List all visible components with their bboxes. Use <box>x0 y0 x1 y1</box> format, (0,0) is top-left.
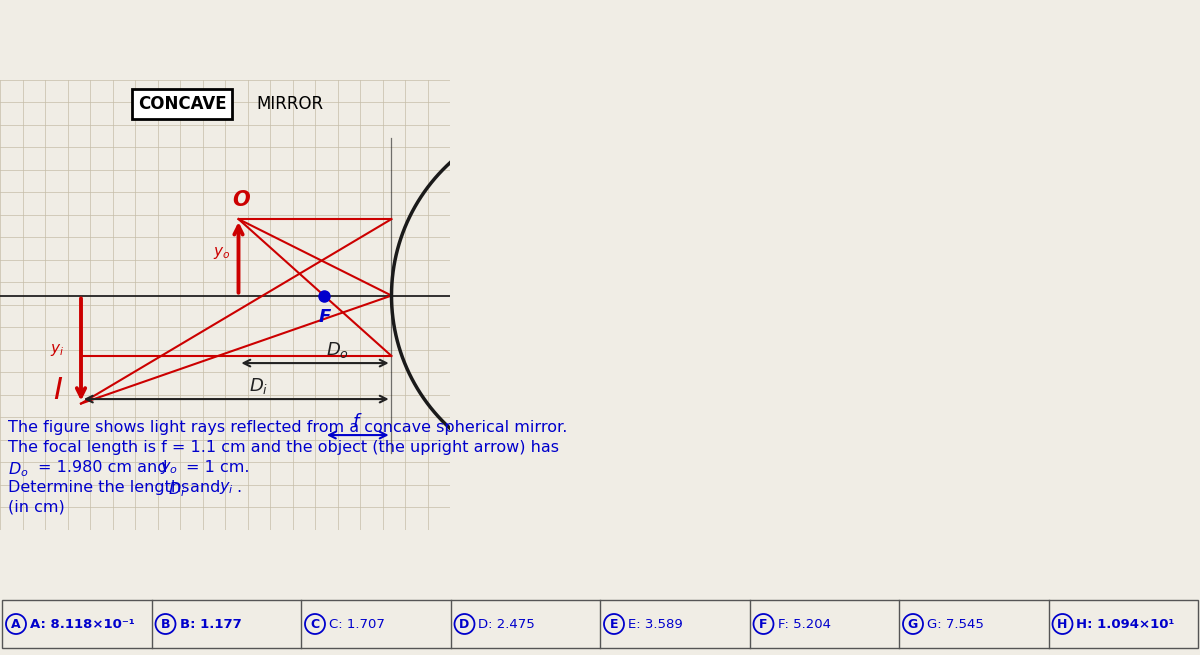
Text: .: . <box>236 480 241 495</box>
Text: A: 8.118×10⁻¹: A: 8.118×10⁻¹ <box>30 618 134 631</box>
Text: C: 1.707: C: 1.707 <box>329 618 385 631</box>
Text: $f$: $f$ <box>353 413 364 430</box>
Text: $D_o$: $D_o$ <box>326 339 349 360</box>
Text: G: 7.545: G: 7.545 <box>928 618 984 631</box>
Text: and: and <box>190 480 221 495</box>
Text: H: H <box>1057 618 1068 631</box>
Text: $y_i$: $y_i$ <box>220 480 234 496</box>
Text: $D_i$: $D_i$ <box>168 480 185 498</box>
Text: B: 1.177: B: 1.177 <box>180 618 241 631</box>
Text: F: F <box>319 308 331 326</box>
Text: D: 2.475: D: 2.475 <box>479 618 535 631</box>
Text: D: D <box>460 618 469 631</box>
Text: The figure shows light rays reflected from a concave spherical mirror.: The figure shows light rays reflected fr… <box>8 420 568 435</box>
Text: CONCAVE: CONCAVE <box>138 96 227 113</box>
Text: $y_o$: $y_o$ <box>160 460 178 476</box>
Text: E: 3.589: E: 3.589 <box>628 618 683 631</box>
Text: O: O <box>232 190 250 210</box>
Text: C: C <box>311 618 319 631</box>
Text: The focal length is f = 1.1 cm and the object (the upright arrow) has: The focal length is f = 1.1 cm and the o… <box>8 440 559 455</box>
Text: $I$: $I$ <box>54 375 64 405</box>
Text: E: E <box>610 618 618 631</box>
Text: $D_o$: $D_o$ <box>8 460 29 479</box>
Bar <box>2 600 1198 648</box>
Text: (in cm): (in cm) <box>8 500 65 515</box>
Text: F: F <box>760 618 768 631</box>
Text: = 1.980 cm and: = 1.980 cm and <box>38 460 168 475</box>
Text: $D_i$: $D_i$ <box>250 375 269 396</box>
Text: H: 1.094×10¹: H: 1.094×10¹ <box>1076 618 1175 631</box>
Text: $y_o$: $y_o$ <box>212 245 230 261</box>
Text: F: 5.204: F: 5.204 <box>778 618 830 631</box>
Text: $y_i$: $y_i$ <box>50 341 65 358</box>
Text: G: G <box>908 618 918 631</box>
Text: Determine the lengths: Determine the lengths <box>8 480 190 495</box>
Text: A: A <box>11 618 20 631</box>
Text: = 1 cm.: = 1 cm. <box>186 460 250 475</box>
Text: MIRROR: MIRROR <box>257 96 324 113</box>
Text: B: B <box>161 618 170 631</box>
